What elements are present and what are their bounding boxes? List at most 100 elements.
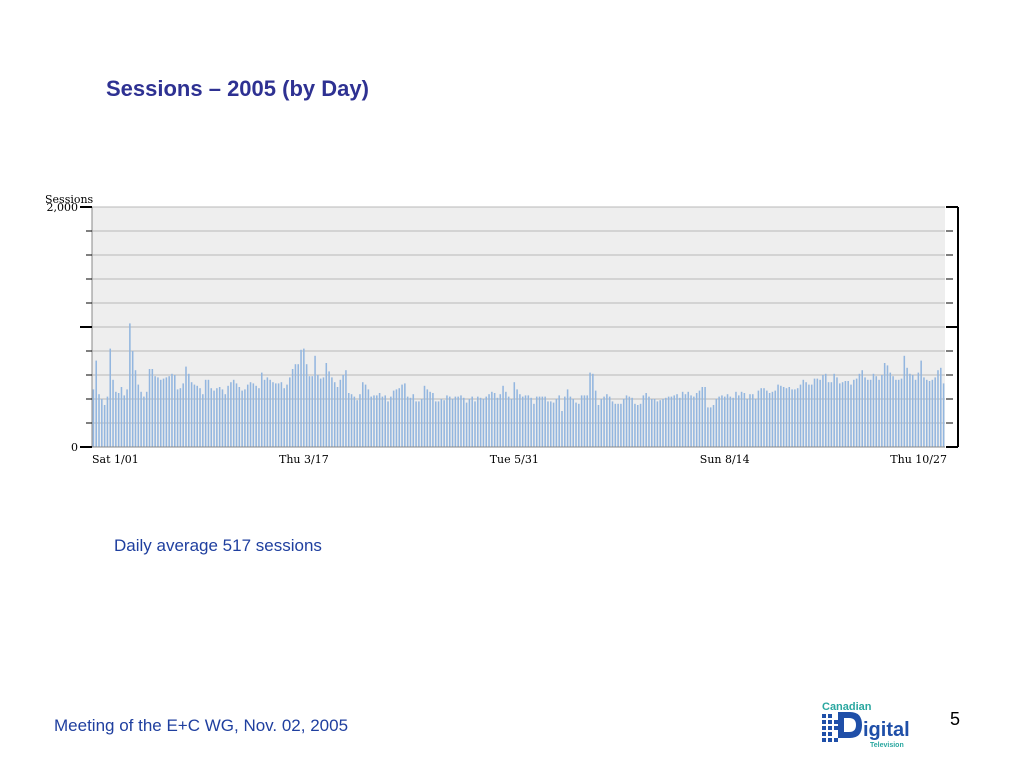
bar — [244, 389, 246, 447]
bar — [479, 397, 482, 447]
bar — [858, 373, 861, 447]
bar — [179, 388, 182, 447]
bar — [260, 372, 263, 447]
bar — [614, 403, 617, 447]
bar — [493, 393, 496, 447]
bar — [589, 372, 591, 447]
bar — [471, 396, 473, 447]
bar — [507, 396, 510, 447]
bar — [617, 403, 619, 447]
bar — [544, 396, 546, 447]
bar — [869, 379, 872, 447]
bar — [895, 379, 897, 447]
bar — [900, 378, 903, 447]
bar — [841, 382, 844, 447]
bar — [715, 399, 718, 447]
bar — [404, 383, 406, 447]
bar — [115, 391, 117, 447]
bar — [390, 396, 392, 447]
x-tick-label: Thu 10/27 — [890, 453, 947, 466]
bar — [305, 364, 308, 447]
bar — [732, 397, 734, 447]
bar — [131, 351, 134, 447]
bar — [735, 391, 737, 447]
bar — [670, 396, 673, 447]
bar — [101, 399, 103, 447]
bar — [726, 394, 729, 447]
bar — [824, 373, 827, 447]
bar — [620, 403, 622, 447]
bar — [199, 388, 201, 447]
bar — [145, 391, 148, 447]
bar — [249, 382, 252, 447]
bar — [92, 389, 95, 447]
bar — [723, 396, 726, 447]
bar — [364, 384, 367, 447]
bar — [519, 394, 521, 447]
bar — [606, 394, 608, 447]
bar — [861, 370, 863, 447]
bar — [437, 401, 440, 447]
bar — [704, 387, 706, 447]
bar — [432, 393, 434, 447]
bar — [460, 395, 462, 447]
bar — [103, 405, 106, 447]
bar — [272, 382, 274, 447]
bar — [277, 383, 280, 447]
bar — [684, 394, 687, 447]
bar — [474, 401, 476, 447]
bar — [286, 384, 288, 447]
bar — [143, 396, 145, 447]
bar — [255, 385, 257, 447]
bar — [426, 389, 429, 447]
bar — [690, 395, 692, 447]
bar — [162, 378, 165, 447]
bar — [521, 396, 524, 447]
bar — [555, 399, 558, 447]
page-number: 5 — [950, 709, 961, 729]
bar — [707, 407, 709, 447]
y-tick-label: 0 — [71, 441, 78, 454]
bar — [510, 399, 513, 447]
bar — [881, 375, 883, 447]
bar — [592, 373, 594, 447]
bar — [319, 378, 322, 447]
bar — [342, 375, 344, 447]
bar — [940, 367, 942, 447]
bar — [345, 370, 347, 447]
bar — [280, 382, 283, 447]
bar — [855, 378, 858, 447]
bar — [709, 407, 712, 447]
bar — [269, 379, 271, 447]
bar — [350, 394, 353, 447]
bar — [805, 382, 807, 447]
canadian-digital-television-logo: Canadian igital Television — [822, 701, 910, 749]
bar — [238, 387, 241, 447]
bar — [867, 379, 869, 447]
bar — [314, 355, 316, 447]
bar — [137, 384, 140, 447]
bar — [151, 369, 154, 447]
bar — [176, 389, 179, 447]
bar — [886, 365, 889, 447]
bar — [934, 377, 936, 447]
logo-dot-pattern — [822, 714, 838, 742]
y-tick-label: 2,000 — [47, 201, 79, 214]
bar — [830, 382, 833, 447]
bar — [569, 396, 572, 447]
bar — [188, 373, 190, 447]
bar — [457, 396, 459, 447]
bar — [695, 393, 698, 447]
bar — [241, 390, 243, 447]
daily-average-note: Daily average 517 sessions — [114, 536, 322, 555]
bar — [808, 384, 810, 447]
bar — [740, 391, 743, 447]
bar — [687, 391, 690, 447]
bar — [246, 384, 249, 447]
bar — [850, 384, 852, 447]
bar — [468, 399, 471, 447]
bar — [378, 393, 381, 447]
bar — [373, 395, 375, 447]
bar — [210, 388, 213, 447]
bar — [353, 396, 356, 447]
